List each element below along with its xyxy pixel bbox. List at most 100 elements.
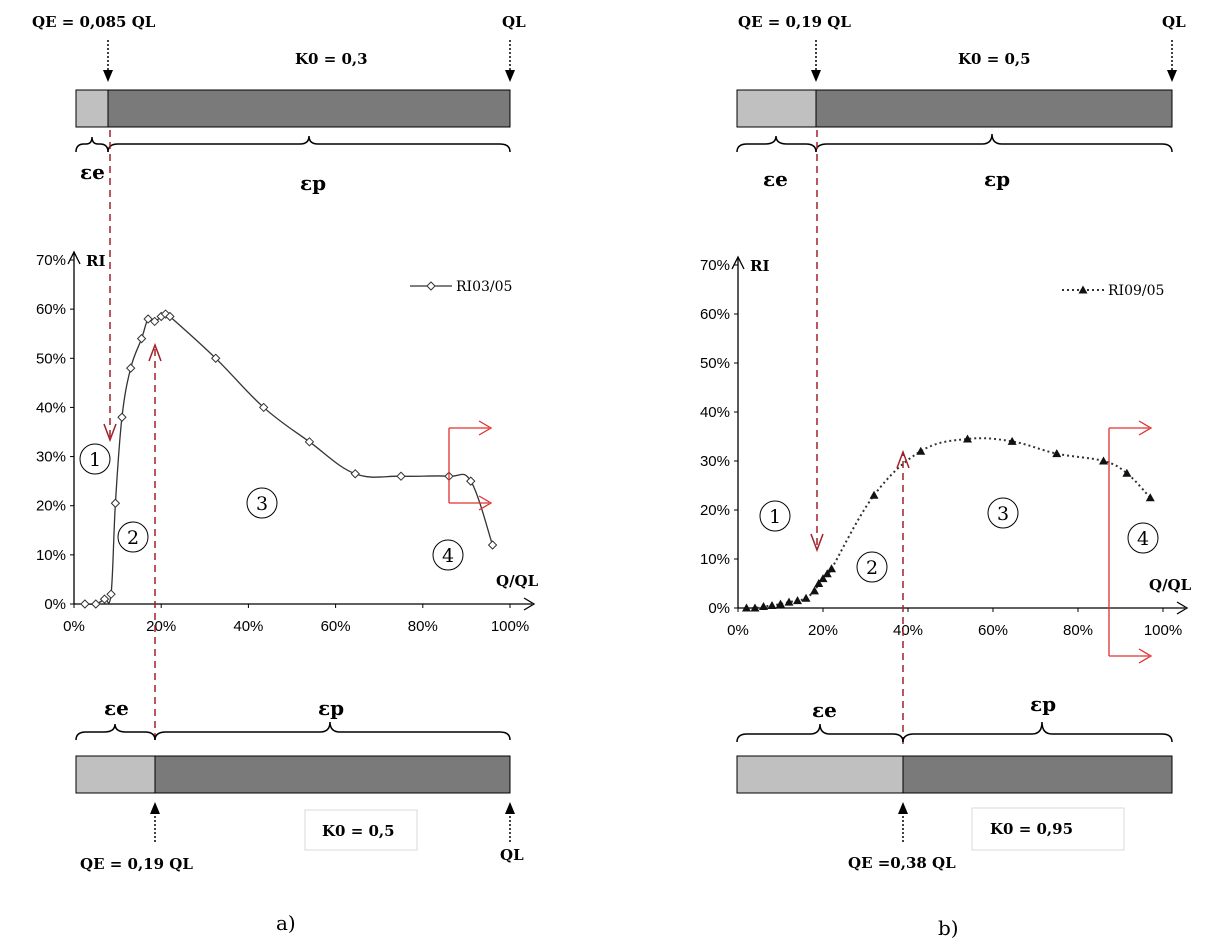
panel-a-x-tick-label: 60%: [321, 618, 351, 635]
panel-a-zone4-arrowhead-top: [478, 420, 493, 436]
panel-b-zone-label: 1: [769, 506, 781, 528]
panel-b-top-ql-label: QL: [1162, 13, 1186, 31]
panel-b-zone-circle: [856, 551, 888, 583]
panel-b-data-point: [793, 596, 802, 605]
panel-b-caption: b): [938, 916, 959, 940]
panel-a-top-qe-arrowhead: [103, 70, 113, 82]
panel-a-y-tick-label: 20%: [36, 498, 66, 515]
panel-a-zone-label: 1: [89, 449, 101, 471]
panel-a-top-eps-p: εp: [300, 171, 326, 195]
panel-a-bottom-bar-elastic: [75, 755, 156, 794]
panel-a-top-ql-label: QL: [502, 13, 526, 31]
panel-b-y-tick-label: 30%: [700, 453, 730, 470]
panel-b-top-brace-p: [815, 133, 1173, 153]
panel-b-x-tick-label: 60%: [978, 622, 1008, 639]
panel-b-legend-label: RI09/05: [1108, 283, 1164, 299]
panel-b-data-point: [1145, 493, 1155, 502]
panel-a-x-tick-label: 0%: [63, 618, 85, 635]
panel-b-data-point: [1052, 449, 1062, 458]
panel-a-y-tick-label: 50%: [36, 350, 66, 367]
panel-b-y-tick-label: 50%: [700, 355, 730, 372]
panel-b-data-point: [742, 603, 751, 612]
panel-a-bottom-qe-label: QE = 0,19 QL: [80, 855, 193, 873]
panel-a-data-point: [210, 353, 221, 363]
panel-b-y-tick-label: 40%: [700, 404, 730, 421]
panel-b-bottom-qe-label: QE =0,38 QL: [848, 854, 956, 872]
panel-a-zone4-arrowhead-bottom: [478, 495, 493, 511]
panel-a-top-brace-p: [107, 135, 511, 153]
panel-a-bottom-qe-arrowhead: [150, 802, 160, 814]
panel-b-y-tick-label: 10%: [700, 551, 730, 568]
panel-a-zone-circle: [246, 487, 278, 519]
panel-b-top-bar-elastic: [736, 89, 817, 128]
panel-a-top-qe-label: QE = 0,085 QL: [32, 13, 156, 31]
panel-a-data-point: [149, 316, 160, 327]
panel-b-legend-marker: [1078, 285, 1088, 294]
panel-a-bottom-eps-p: εp: [318, 696, 344, 720]
panel-a-data-point: [304, 437, 315, 447]
panel-b-y-label: RI: [750, 257, 769, 275]
panel-a-zone-label: 3: [256, 493, 268, 515]
panel-a-y-tick-label: 70%: [36, 252, 66, 269]
panel-b-top-brace-e: [736, 135, 817, 153]
panel-a-data-point: [466, 476, 476, 486]
panel-a-bottom-k0-box: [304, 809, 418, 851]
panel-a-zone-label: 4: [442, 545, 454, 567]
panel-b-data-point: [869, 490, 879, 499]
panel-b-x-tick-label: 0%: [727, 622, 749, 639]
panel-a-y-tick-label: 0%: [44, 596, 66, 613]
panel-b-x-tick-label: 40%: [893, 622, 923, 639]
panel-b-zone-label: 3: [997, 503, 1009, 525]
panel-b-zone4-arrowhead-bottom: [1138, 648, 1153, 664]
panel-b-top-k0-label: K0 = 0,5: [958, 50, 1031, 68]
panel-b-x-tick-label: 20%: [808, 622, 838, 639]
panel-a-data-point: [487, 540, 498, 550]
panel-a-zone-circle: [79, 443, 111, 475]
panel-a-data-point: [110, 498, 121, 508]
panel-b-chart: 0% 10% 20% 30% 40% 50% 60% 70% 0% 20% 40% 60% 80% 100…: [700, 130, 1192, 744]
panel-a-caption: a): [276, 911, 296, 935]
panel-b-bottom-bar-elastic: [736, 755, 904, 794]
panel-b-bottom-qe-arrowhead: [898, 802, 908, 814]
panel-b-data-point: [1122, 468, 1132, 477]
panel-b-zone-circle: [759, 500, 791, 532]
panel-a-x-label: Q/QL: [496, 572, 539, 590]
panel-a-top-ql-arrowhead: [505, 70, 515, 82]
panel-b-bottom-brace-p: [902, 721, 1173, 743]
panel-a-qe-dashed-arrow-top: [103, 423, 117, 443]
panel-b-top-ql-arrowhead: [1167, 70, 1177, 82]
panel-a-data-point: [165, 311, 175, 322]
panel-a-y-tick-label: 10%: [36, 547, 66, 564]
panel-b-data-point: [814, 579, 824, 587]
panel-a-y-tick-label: 30%: [36, 449, 66, 466]
panel-b-data-point: [963, 434, 972, 443]
panel-b-data-point: [818, 574, 828, 583]
panel-a-qe-dashed-arrow-bottom: [148, 342, 162, 362]
panel-b-data-point: [822, 569, 832, 578]
panel-a-x-tick-label: 40%: [233, 618, 263, 635]
panel-b-top-eps-e: εe: [763, 167, 788, 191]
panel-b-y-tick-label: 60%: [700, 306, 730, 323]
panel-a-legend-marker: [426, 281, 436, 291]
panel-a-legend-label: RI03/05: [456, 279, 512, 295]
panel-a-y-tick-label: 40%: [36, 399, 66, 416]
panel-a-bottom-eps-e: εe: [104, 696, 129, 720]
panel-a-data-point: [125, 363, 136, 373]
panel-a-data-point: [80, 599, 90, 609]
panel-a-x-tick-label: 80%: [408, 618, 438, 635]
panel-b-top-qe-label: QE = 0,19 QL: [738, 13, 851, 31]
panel-a-series-line: [84, 311, 494, 606]
panel-a-bottom-ql-label: QL: [500, 846, 524, 864]
panel-a-data-point: [106, 589, 116, 599]
panel-a-x-axis-arrow: [523, 597, 536, 611]
panel-b-x-label: Q/QL: [1149, 576, 1192, 594]
panel-a-data-point: [143, 314, 153, 324]
panel-a-top-bar-elastic: [75, 89, 109, 128]
panel-a-data-point: [117, 412, 127, 422]
panel-b-top-eps-p: εp: [984, 167, 1010, 191]
panel-a-bottom-brace-p: [154, 721, 511, 741]
panel-b-top-qe-arrowhead: [811, 70, 821, 82]
panel-a: QE = 0,085 QL QL K0 = 0,3 εe εp 0%10%20%…: [32, 13, 539, 935]
panel-a-top-eps-e: εe: [80, 160, 105, 184]
